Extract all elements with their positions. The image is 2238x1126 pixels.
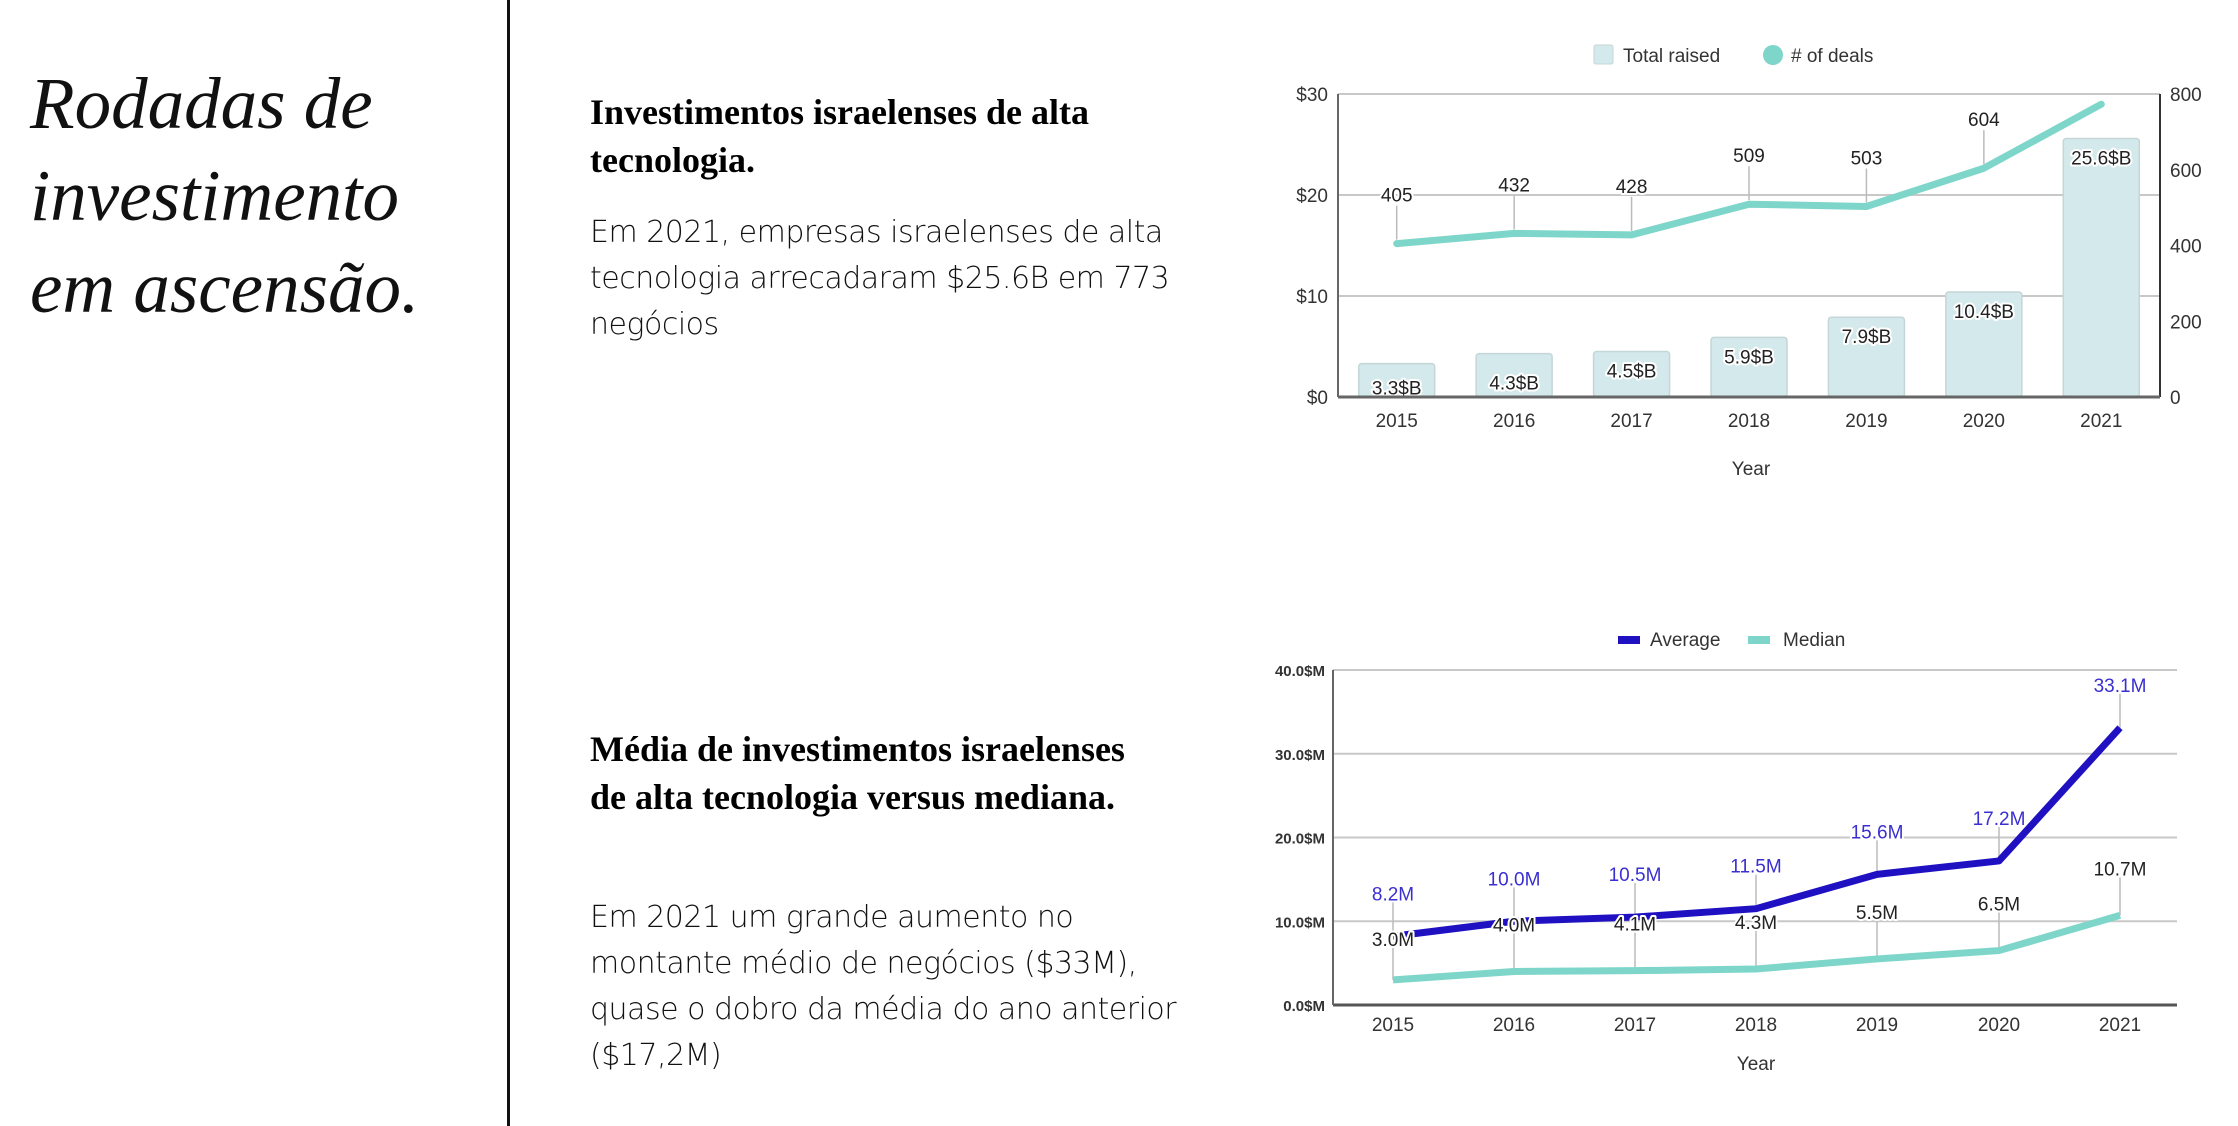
legend-label-median: Median [1783,630,1845,651]
section-title-investments: Investimentos israelenses de alta tecnol… [590,92,1089,180]
line-average [1392,725,2123,940]
x-tick-label: 2021 [2099,1015,2141,1036]
y-left-tick-label: $10 [1296,287,1328,308]
median-label: 10.7M [2094,859,2147,880]
average-label: 17.2M [1973,809,2026,830]
deals-label: 604 [1968,110,2000,131]
legend-swatch-average [1618,636,1640,644]
deals-label: 509 [1733,146,1765,167]
x-tick-label: 2015 [1376,411,1418,432]
legend-label-average: Average [1650,630,1720,651]
x-tick-label: 2020 [1963,411,2005,432]
bar-label: 25.6$B [2071,148,2131,169]
section-text-investments: Em 2021, empresas israelenses de alta te… [590,215,1170,342]
y-right-tick-label: 400 [2170,237,2202,258]
x-tick-label: 2019 [1845,411,1887,432]
page-title: Rodadas de investimento em ascensão. [30,63,420,328]
bar-label: 7.9$B [1842,327,1892,348]
median-label: 3.0M [1372,930,1414,951]
y-tick-label: 40.0$M [1275,663,1325,680]
legend-label-total-raised: Total raised [1623,46,1720,67]
y-right-tick-label: 600 [2170,161,2202,182]
average-label: 15.6M [1851,822,1904,843]
legend-swatch-median [1748,636,1770,644]
x-tick-label: 2015 [1372,1015,1414,1036]
y-left-tick-label: $30 [1296,85,1328,106]
y-tick-label: 20.0$M [1275,831,1325,848]
deals-label: 405 [1381,186,1413,207]
y-right-tick-label: 0 [2170,388,2181,409]
median-label: 4.3M [1735,913,1777,934]
legend-swatch-deals [1763,45,1783,65]
vertical-divider [507,0,510,1126]
x-tick-label: 2016 [1493,1015,1535,1036]
median-label: 6.5M [1978,895,2020,916]
deals-label: 428 [1616,177,1648,198]
bar-label: 4.5$B [1607,362,1657,383]
x-tick-label: 2017 [1610,411,1652,432]
median-label: 4.0M [1493,916,1535,937]
average-label: 10.0M [1488,869,1541,890]
average-label: 10.5M [1609,865,1662,886]
legend-label-deals: # of deals [1791,46,1873,67]
x-tick-label: 2020 [1978,1015,2020,1036]
y-left-tick-label: $0 [1307,388,1328,409]
bar-label: 5.9$B [1724,347,1774,368]
average-label: 8.2M [1372,884,1414,905]
y-left-tick-label: $20 [1296,186,1328,207]
x-axis-title: Year [1732,459,1771,480]
y-tick-label: 10.0$M [1275,914,1325,931]
y-right-tick-label: 200 [2170,312,2202,333]
deals-label: 432 [1498,175,1530,196]
total-raised-deals-chart: Total raised # of deals $0 $10 $20 $30 0 200 400… [1296,44,2202,480]
x-tick-label: 2017 [1614,1015,1656,1036]
x-axis-title: Year [1737,1054,1776,1075]
x-tick-label: 2021 [2080,411,2122,432]
average-label: 33.1M [2094,676,2147,697]
bar-label: 10.4$B [1954,302,2014,323]
legend-swatch-total-raised [1593,44,1614,65]
x-tick-label: 2016 [1493,411,1535,432]
y-right-tick-label: 800 [2170,85,2202,106]
y-tick-label: 30.0$M [1275,747,1325,764]
x-tick-label: 2018 [1735,1015,1777,1036]
deals-label: 503 [1851,148,1883,169]
average-label: 11.5M [1730,857,1781,878]
line-median [1392,912,2121,984]
line-deals [1393,100,2105,248]
x-tick-label: 2019 [1856,1015,1898,1036]
section-title-average-vs-median: Média de investimentos israelenses de al… [590,729,1125,817]
median-label: 4.1M [1614,915,1656,936]
bar-label: 4.3$B [1489,373,1539,394]
median-label: 5.5M [1856,903,1898,924]
x-tick-label: 2018 [1728,411,1770,432]
y-tick-label: 0.0$M [1283,998,1325,1015]
section-text-average-vs-median: Em 2021 um grande aumento no montante mé… [590,900,1177,1073]
